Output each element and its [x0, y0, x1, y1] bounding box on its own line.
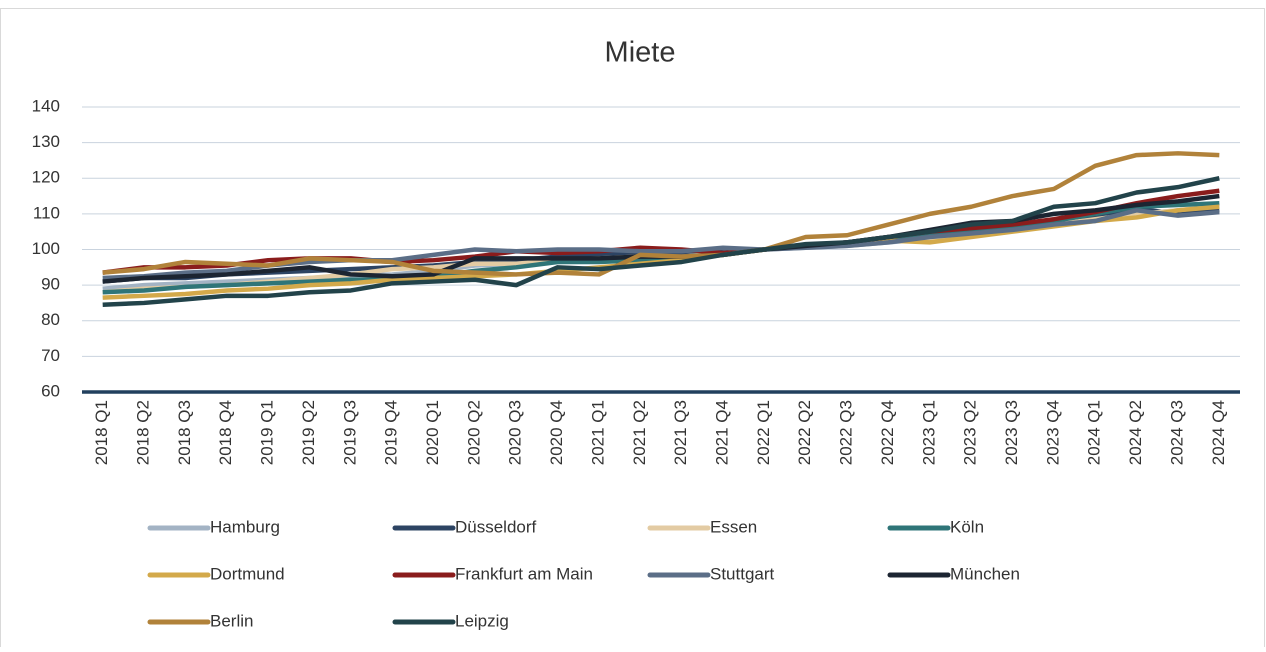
y-tick-label: 110 [33, 203, 60, 222]
x-tick-label: 2024 Q4 [1209, 400, 1228, 465]
x-tick-label: 2021 Q1 [588, 400, 607, 465]
x-tick-label: 2018 Q2 [134, 400, 153, 465]
x-tick-label: 2023 Q4 [1043, 400, 1062, 465]
y-tick-label: 100 [32, 239, 60, 258]
y-tick-label: 70 [41, 346, 60, 365]
legend-label: Düsseldorf [455, 517, 537, 536]
x-tick-label: 2024 Q2 [1126, 400, 1145, 465]
legend-label: Dortmund [210, 564, 285, 583]
legend-label: Leipzig [455, 611, 509, 630]
legend-label: München [950, 564, 1020, 583]
legend-label: Hamburg [210, 517, 280, 536]
x-tick-label: 2020 Q2 [464, 400, 483, 465]
legend-label: Berlin [210, 611, 253, 630]
x-tick-label: 2019 Q2 [299, 400, 318, 465]
y-tick-label: 80 [41, 310, 60, 329]
x-tick-label: 2018 Q3 [175, 400, 194, 465]
y-tick-label: 90 [41, 275, 60, 294]
y-tick-label: 120 [32, 168, 60, 187]
x-tick-label: 2023 Q2 [961, 400, 980, 465]
x-tick-label: 2020 Q3 [506, 400, 525, 465]
x-tick-label: 2022 Q2 [795, 400, 814, 465]
x-tick-label: 2021 Q4 [713, 400, 732, 465]
x-tick-label: 2019 Q3 [340, 400, 359, 465]
x-tick-label: 2022 Q4 [878, 400, 897, 465]
x-tick-label: 2019 Q1 [258, 400, 277, 465]
series-line [102, 188, 1220, 275]
x-tick-label: 2024 Q3 [1167, 400, 1186, 465]
chart-frame [0, 8, 1265, 652]
x-tick-label: 2023 Q3 [1002, 400, 1021, 465]
x-tick-label: 2023 Q1 [919, 400, 938, 465]
x-tick-label: 2024 Q1 [1085, 400, 1104, 465]
x-tick-label: 2020 Q4 [547, 400, 566, 465]
x-tick-label: 2021 Q2 [630, 400, 649, 465]
y-tick-label: 140 [32, 96, 60, 115]
x-tick-label: 2019 Q4 [382, 400, 401, 465]
legend-label: Frankfurt am Main [455, 564, 593, 583]
chart-title: Miete [605, 37, 676, 69]
x-tick-label: 2021 Q3 [671, 400, 690, 465]
legend-label: Essen [710, 517, 757, 536]
x-tick-label: 2018 Q4 [216, 400, 235, 465]
legend-label: Köln [950, 517, 984, 536]
legend-label: Stuttgart [710, 564, 775, 583]
x-tick-label: 2022 Q1 [754, 400, 773, 465]
x-tick-label: 2018 Q1 [92, 400, 111, 465]
y-tick-label: 60 [41, 381, 60, 400]
y-tick-label: 130 [32, 132, 60, 151]
series-line [102, 151, 1220, 277]
x-tick-label: 2020 Q1 [423, 400, 442, 465]
x-tick-label: 2022 Q3 [837, 400, 856, 465]
series-line [102, 176, 1220, 307]
